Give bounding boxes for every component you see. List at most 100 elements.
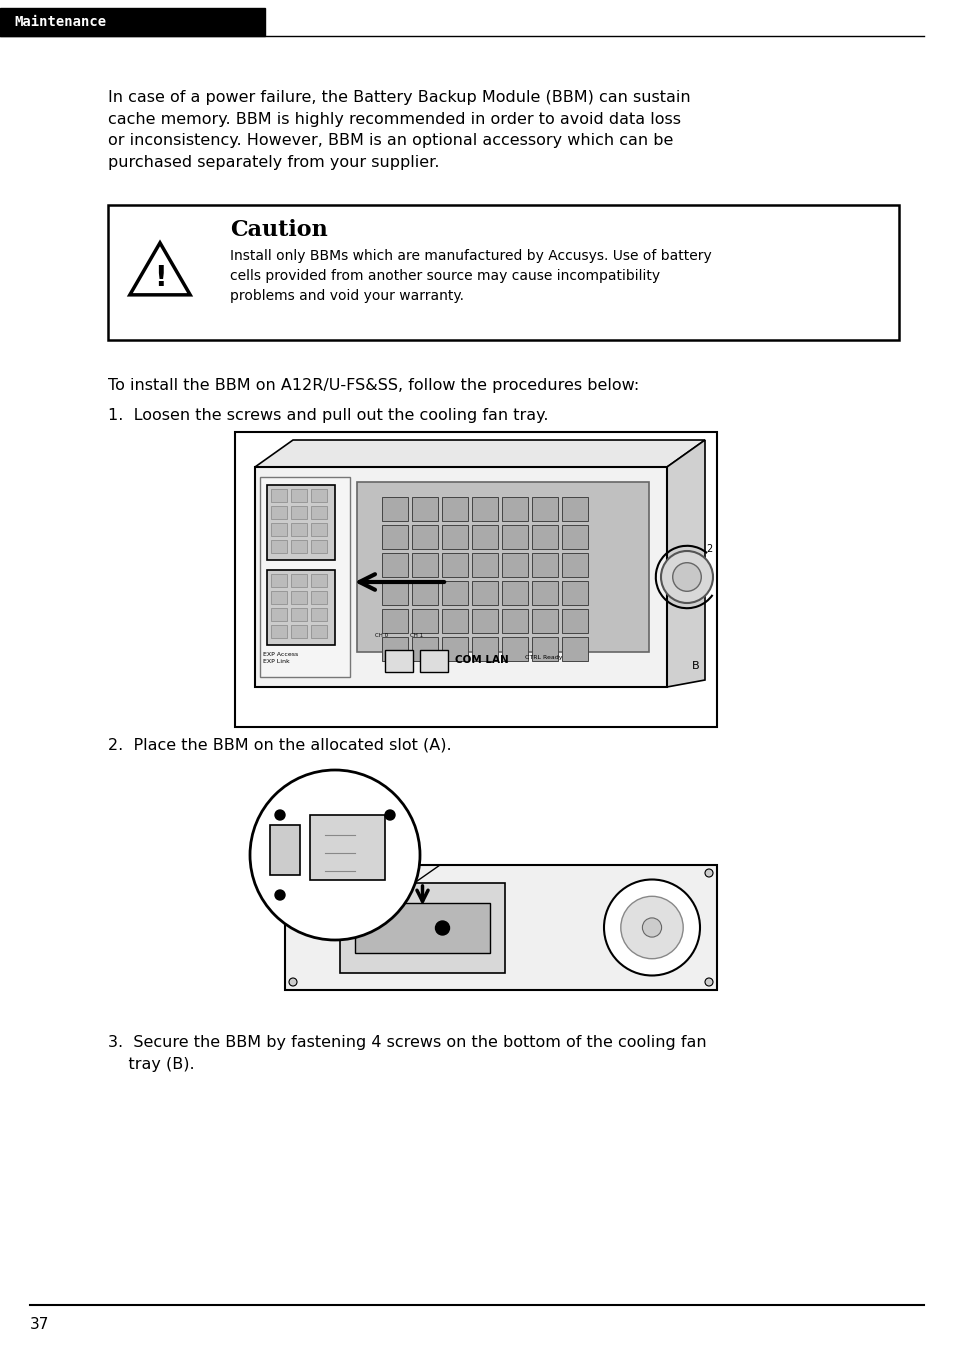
Bar — [234, 432, 717, 728]
Bar — [501, 609, 527, 633]
Bar — [501, 580, 527, 605]
Bar — [472, 497, 497, 521]
Bar — [311, 522, 327, 536]
Bar — [412, 525, 437, 549]
Bar — [381, 554, 408, 576]
Bar — [285, 865, 717, 990]
Bar — [311, 591, 327, 603]
Bar — [271, 608, 287, 621]
Circle shape — [289, 977, 296, 986]
Bar — [291, 506, 307, 518]
Bar — [267, 570, 335, 645]
Text: !: ! — [153, 265, 166, 292]
Bar — [339, 883, 504, 973]
Bar — [311, 506, 327, 518]
Bar — [291, 591, 307, 603]
Bar — [267, 485, 335, 560]
Polygon shape — [254, 440, 704, 467]
Bar — [412, 554, 437, 576]
Bar — [385, 649, 413, 672]
Text: To install the BBM on A12R/U-FS&SS, follow the procedures below:: To install the BBM on A12R/U-FS&SS, foll… — [108, 378, 639, 393]
Bar — [271, 540, 287, 553]
Bar — [501, 525, 527, 549]
Bar — [472, 554, 497, 576]
Bar — [291, 489, 307, 502]
Bar — [532, 609, 558, 633]
Text: 37: 37 — [30, 1318, 50, 1332]
Bar — [532, 637, 558, 662]
Bar — [271, 574, 287, 587]
Bar — [381, 609, 408, 633]
Bar — [561, 525, 587, 549]
Bar — [472, 609, 497, 633]
Bar — [311, 489, 327, 502]
Bar — [532, 580, 558, 605]
Bar — [441, 525, 468, 549]
Bar — [381, 525, 408, 549]
Bar — [412, 580, 437, 605]
Bar — [412, 637, 437, 662]
Bar — [271, 625, 287, 639]
Circle shape — [274, 890, 285, 900]
Bar — [271, 591, 287, 603]
Bar — [412, 497, 437, 521]
Text: EXP Access
EXP Link: EXP Access EXP Link — [263, 652, 298, 664]
Bar — [291, 625, 307, 639]
Text: Install only BBMs which are manufactured by Accusys. Use of battery
cells provid: Install only BBMs which are manufactured… — [230, 248, 711, 304]
Polygon shape — [666, 440, 704, 687]
Bar — [532, 525, 558, 549]
Bar — [441, 609, 468, 633]
Bar — [311, 574, 327, 587]
Bar — [561, 609, 587, 633]
Circle shape — [704, 869, 712, 878]
Text: CTRL Ready: CTRL Ready — [524, 656, 562, 660]
Bar — [254, 467, 666, 687]
Bar — [561, 554, 587, 576]
Circle shape — [435, 921, 449, 936]
Bar — [355, 903, 490, 953]
Circle shape — [704, 977, 712, 986]
Text: Caution: Caution — [230, 219, 328, 242]
Bar — [501, 497, 527, 521]
Circle shape — [250, 769, 419, 940]
Text: 3.  Secure the BBM by fastening 4 screws on the bottom of the cooling fan
    tr: 3. Secure the BBM by fastening 4 screws … — [108, 1035, 706, 1072]
Bar — [356, 482, 648, 652]
Text: CH 1: CH 1 — [410, 633, 423, 639]
Bar — [472, 637, 497, 662]
Bar — [441, 580, 468, 605]
Bar — [532, 497, 558, 521]
Bar — [291, 574, 307, 587]
Bar — [419, 649, 448, 672]
Text: Maintenance: Maintenance — [14, 15, 106, 28]
Bar — [108, 205, 898, 340]
Bar — [561, 497, 587, 521]
Bar — [412, 609, 437, 633]
Circle shape — [289, 869, 296, 878]
Bar — [311, 608, 327, 621]
Bar — [561, 580, 587, 605]
Bar — [501, 554, 527, 576]
Bar — [270, 825, 299, 875]
Bar — [311, 540, 327, 553]
Bar — [441, 554, 468, 576]
Circle shape — [385, 810, 395, 819]
Text: 2.  Place the BBM on the allocated slot (A).: 2. Place the BBM on the allocated slot (… — [108, 738, 451, 753]
Bar — [472, 525, 497, 549]
Circle shape — [660, 551, 712, 603]
Bar — [472, 580, 497, 605]
Text: B: B — [691, 662, 699, 671]
Bar — [291, 522, 307, 536]
Bar — [271, 489, 287, 502]
Bar — [271, 506, 287, 518]
Bar — [381, 497, 408, 521]
Bar — [381, 637, 408, 662]
Bar — [291, 608, 307, 621]
Circle shape — [274, 810, 285, 819]
Bar — [311, 625, 327, 639]
Text: COM LAN: COM LAN — [455, 655, 508, 666]
Bar — [441, 637, 468, 662]
Bar — [441, 497, 468, 521]
Circle shape — [620, 896, 682, 958]
Polygon shape — [130, 243, 190, 294]
Bar — [381, 580, 408, 605]
